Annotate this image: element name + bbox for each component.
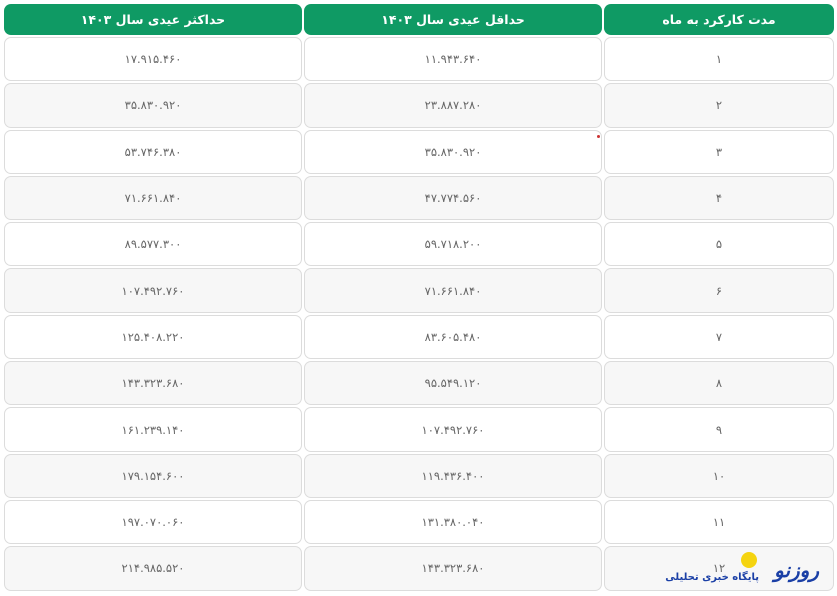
- table-cell-min: ۲۳.۸۸۷.۲۸۰: [304, 83, 602, 128]
- table-cell-max: ۱۲۵.۴۰۸.۲۲۰: [4, 314, 302, 360]
- table-cell-max: ۱۷.۹۱۵.۴۶۰: [4, 37, 302, 82]
- table-cell-months: ۷: [604, 314, 834, 360]
- table-cell-min: ۱۱.۹۴۳.۶۴۰: [304, 37, 602, 82]
- table-cell-months: ۵: [604, 222, 834, 267]
- table-cell-min: ۳۵.۸۳۰.۹۲۰: [304, 129, 602, 174]
- table-cell-min: ۱۰۷.۴۹۲.۷۶۰: [304, 407, 602, 452]
- header-min-eidi: حداقل عیدی سال ۱۴۰۳: [304, 4, 602, 35]
- table-cell-max: ۵۳.۷۴۶.۳۸۰: [4, 129, 302, 174]
- table-cell-min: ۵۹.۷۱۸.۲۰۰: [304, 222, 602, 267]
- table-cell-months: ۱: [604, 37, 834, 82]
- red-dot-mark: [597, 135, 600, 138]
- table-cell-max: ۱۴۳.۳۲۳.۶۸۰: [4, 361, 302, 406]
- table-cell-max: ۳۵.۸۳۰.۹۲۰: [4, 83, 302, 128]
- table-cell-months: ۸: [604, 361, 834, 406]
- eidi-table: حداکثر عیدی سال ۱۴۰۳ حداقل عیدی سال ۱۴۰۳…: [4, 4, 834, 591]
- table-cell-months: ۱۱: [604, 499, 834, 545]
- table-cell-months: ۳: [604, 129, 834, 174]
- table-cell-max: ۱۷۹.۱۵۴.۶۰۰: [4, 453, 302, 498]
- table-cell-min: ۷۱.۶۶۱.۸۴۰: [304, 268, 602, 313]
- watermark-logo: روزنو پایگاه خبری تحلیلی: [665, 552, 823, 592]
- logo-name: روزنو: [774, 558, 819, 582]
- table-cell-min: ۱۴۳.۳۲۳.۶۸۰: [304, 546, 602, 591]
- header-months: مدت کارکرد به ماه: [604, 4, 834, 35]
- table-cell-months: ۱۰: [604, 453, 834, 498]
- table-cell-months: ۲: [604, 83, 834, 128]
- table-cell-months: ۱۲: [604, 546, 834, 591]
- table-cell-months: ۶: [604, 268, 834, 313]
- table-cell-min: ۹۵.۵۴۹.۱۲۰: [304, 361, 602, 406]
- table-cell-months: ۹: [604, 407, 834, 452]
- table-cell-max: ۸۹.۵۷۷.۳۰۰: [4, 222, 302, 267]
- table-cell-min: ۴۷.۷۷۴.۵۶۰: [304, 175, 602, 221]
- table-cell-min: ۱۳۱.۳۸۰.۰۴۰: [304, 499, 602, 545]
- table-cell-max: ۷۱.۶۶۱.۸۴۰: [4, 175, 302, 221]
- table-cell-min: ۱۱۹.۴۳۶.۴۰۰: [304, 453, 602, 498]
- table-cell-max: ۱۹۷.۰۷۰.۰۶۰: [4, 499, 302, 545]
- table-cell-months: ۴: [604, 175, 834, 221]
- logo-subtitle: پایگاه خبری تحلیلی: [665, 572, 759, 583]
- table-cell-max: ۲۱۴.۹۸۵.۵۲۰: [4, 546, 302, 591]
- table-cell-max: ۱۶۱.۲۳۹.۱۴۰: [4, 407, 302, 452]
- logo-sun-icon: [741, 552, 757, 568]
- table-cell-min: ۸۳.۶۰۵.۴۸۰: [304, 314, 602, 360]
- table-cell-max: ۱۰۷.۴۹۲.۷۶۰: [4, 268, 302, 313]
- header-max-eidi: حداکثر عیدی سال ۱۴۰۳: [4, 4, 302, 35]
